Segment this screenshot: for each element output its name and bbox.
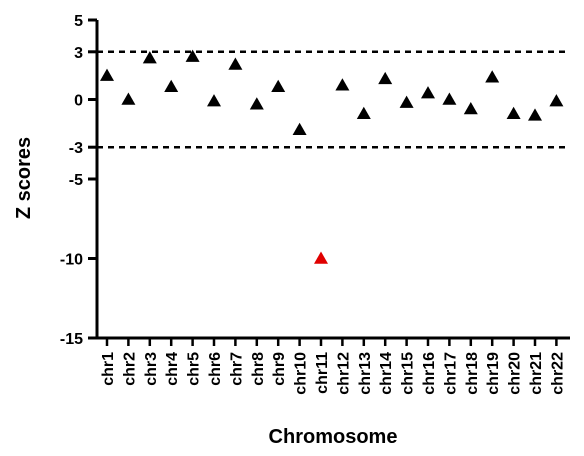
y-tick-label-2: 0: [74, 93, 83, 110]
data-point-chr17: [442, 92, 457, 105]
y-tick-label-4: -5: [69, 172, 83, 189]
data-point-chr22: [549, 94, 564, 107]
data-point-chr1: [100, 68, 114, 81]
x-tick-label-chr4: chr4: [164, 352, 181, 386]
x-tick-label-chr12: chr12: [335, 352, 352, 395]
data-point-chr19: [485, 70, 500, 83]
data-point-chr8: [249, 97, 264, 110]
y-tick-label-6: -15: [60, 331, 83, 348]
data-point-chr12: [335, 78, 350, 91]
data-point-chr18: [463, 102, 478, 115]
y-tick-label-1: 3: [74, 45, 83, 62]
x-tick-label-chr21: chr21: [528, 352, 545, 395]
x-tick-label-chr2: chr2: [121, 352, 138, 386]
data-point-chr5: [185, 49, 200, 62]
y-tick-label-3: -3: [69, 140, 83, 157]
data-point-chr3: [142, 51, 157, 64]
data-point-chr15: [399, 95, 414, 108]
data-point-chr11: [314, 251, 328, 264]
data-point-chr7: [228, 57, 243, 70]
x-tick-label-chr8: chr8: [250, 352, 267, 386]
data-point-chr13: [356, 106, 371, 120]
x-tick-label-chr13: chr13: [357, 352, 374, 395]
x-tick-label-chr18: chr18: [464, 352, 481, 395]
x-tick-label-chr15: chr15: [400, 352, 417, 395]
x-tick-label-chr20: chr20: [507, 352, 524, 395]
x-tick-label-chr11: chr11: [314, 352, 331, 394]
x-tick-label-chr22: chr22: [549, 352, 566, 395]
x-tick-label-chr16: chr16: [421, 352, 438, 395]
data-point-chr2: [121, 92, 136, 105]
x-tick-label-chr5: chr5: [186, 352, 203, 386]
x-tick-label-chr1: chr1: [100, 352, 117, 386]
data-point-chr10: [292, 122, 307, 135]
x-tick-label-chr19: chr19: [485, 352, 502, 395]
x-tick-label-chr3: chr3: [143, 352, 160, 386]
data-point-chr9: [271, 79, 286, 93]
x-axis-title: Chromosome: [269, 426, 398, 448]
data-point-chr21: [528, 108, 542, 121]
x-tick-label-chr6: chr6: [207, 352, 224, 386]
x-tick-label-chr7: chr7: [228, 352, 245, 386]
data-point-chr16: [421, 86, 435, 99]
data-point-chr6: [207, 94, 221, 107]
y-tick-label-0: 5: [74, 13, 83, 30]
x-tick-label-chr9: chr9: [271, 352, 288, 386]
data-point-chr20: [506, 106, 521, 120]
x-tick-label-chr10: chr10: [293, 352, 310, 395]
x-tick-label-chr17: chr17: [442, 352, 459, 395]
y-tick-label-5: -10: [60, 252, 83, 269]
data-point-chr14: [378, 71, 393, 85]
x-tick-label-chr14: chr14: [378, 352, 395, 395]
y-axis-title: Z scores: [13, 137, 35, 219]
data-point-chr4: [164, 79, 179, 93]
